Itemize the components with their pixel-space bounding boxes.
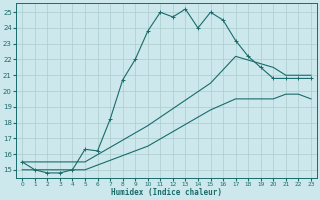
- X-axis label: Humidex (Indice chaleur): Humidex (Indice chaleur): [111, 188, 222, 197]
